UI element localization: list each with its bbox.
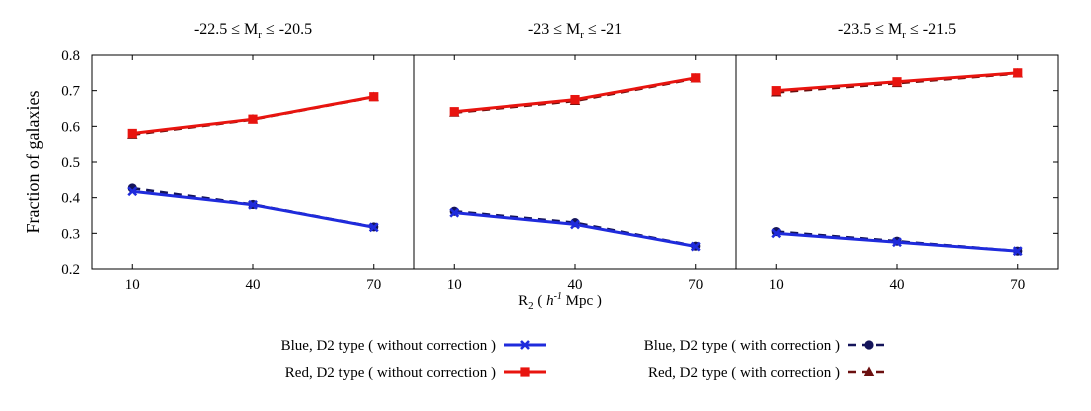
series-blue_wo xyxy=(127,186,379,233)
panel-3: -23.5 ≤ Mr ≤ -21.5 10 40 70 xyxy=(735,21,1059,293)
legend-swatch-marker xyxy=(864,340,874,350)
data-point xyxy=(771,86,781,96)
panel-frame xyxy=(91,54,415,270)
data-point xyxy=(368,222,379,233)
x-tick-label: 10 xyxy=(125,277,140,293)
series-red_w xyxy=(449,73,701,117)
legend-swatch-marker xyxy=(863,366,875,376)
y-tick-label: 0.5 xyxy=(61,155,80,171)
x-tick-label: 70 xyxy=(366,277,381,293)
x-tick-label: 70 xyxy=(688,277,703,293)
panel-2: -23 ≤ Mr ≤ -21 10 40 70 xyxy=(413,21,737,293)
y-tick-label: 0.2 xyxy=(61,262,80,278)
series-red_wo xyxy=(127,92,379,139)
data-point xyxy=(570,219,580,230)
x-tick-label: 10 xyxy=(769,277,784,293)
data-point xyxy=(1013,68,1023,78)
y-tick-label: 0.8 xyxy=(61,48,80,64)
series-red_wo xyxy=(449,73,701,117)
legend-entry-blue_w: Blue, D2 type ( with correction ) xyxy=(644,338,890,354)
x-tick-label: 40 xyxy=(246,277,261,293)
data-point xyxy=(449,207,460,218)
x-tick-label: 40 xyxy=(568,277,583,293)
panel-1: -22.5 ≤ Mr ≤ -20.5 10 40 70 0.2 0.3 0.4 0.5 0.6 0… xyxy=(61,21,415,293)
data-point xyxy=(248,199,258,210)
panel-title: -23 ≤ Mr ≤ -21 xyxy=(528,21,622,41)
x-axis-label: R2 ( h-1 Mpc ) xyxy=(518,291,602,312)
legend-entry-blue_wo: Blue, D2 type ( without correction ) xyxy=(281,338,546,354)
data-point xyxy=(892,237,902,248)
x-tick-label: 70 xyxy=(1010,277,1025,293)
legend-label: Red, D2 type ( with correction ) xyxy=(648,365,840,381)
legend-entry-red_wo: Red, D2 type ( without correction ) xyxy=(285,365,546,381)
legend-entry-red_w: Red, D2 type ( with correction ) xyxy=(648,365,890,381)
legend-label: Blue, D2 type ( without correction ) xyxy=(281,338,496,354)
data-point xyxy=(248,114,258,124)
panel-frame xyxy=(413,54,737,270)
legend: Blue, D2 type ( without correction ) Blue… xyxy=(281,338,890,381)
legend-label: Red, D2 type ( without correction ) xyxy=(285,365,496,381)
series-blue_w xyxy=(127,183,379,232)
legend-swatch-marker xyxy=(520,340,530,350)
panel-title: -23.5 ≤ Mr ≤ -21.5 xyxy=(838,21,956,41)
y-tick-label: 0.4 xyxy=(61,191,80,207)
x-tick-label: 40 xyxy=(890,277,905,293)
series-blue_wo xyxy=(449,207,701,252)
y-tick-label: 0.7 xyxy=(61,84,80,100)
series-red_wo xyxy=(771,68,1023,96)
data-point xyxy=(771,228,782,239)
series-blue_w xyxy=(449,206,701,251)
series-line xyxy=(454,76,697,114)
y-tick-label: 0.6 xyxy=(61,119,80,135)
data-point xyxy=(127,186,138,197)
series-line xyxy=(132,189,375,229)
series-blue_wo xyxy=(771,228,1023,257)
panel-title: -22.5 ≤ Mr ≤ -20.5 xyxy=(194,21,312,41)
data-point xyxy=(570,94,580,105)
data-point xyxy=(127,128,137,139)
series-line xyxy=(454,211,697,249)
data-point xyxy=(691,73,701,83)
y-tick-label: 0.3 xyxy=(61,226,80,242)
legend-swatch-marker xyxy=(520,367,530,377)
data-point xyxy=(369,92,379,102)
data-point xyxy=(690,241,701,252)
y-axis-label: Fraction of galaxies xyxy=(23,91,43,234)
panels: -22.5 ≤ Mr ≤ -20.5 10 40 70 0.2 0.3 0.4 0.5 0.6 0… xyxy=(61,21,1059,293)
data-point xyxy=(892,77,902,87)
x-tick-label: 10 xyxy=(447,277,462,293)
data-point xyxy=(1012,246,1023,257)
data-point xyxy=(449,107,459,117)
legend-label: Blue, D2 type ( with correction ) xyxy=(644,338,840,354)
